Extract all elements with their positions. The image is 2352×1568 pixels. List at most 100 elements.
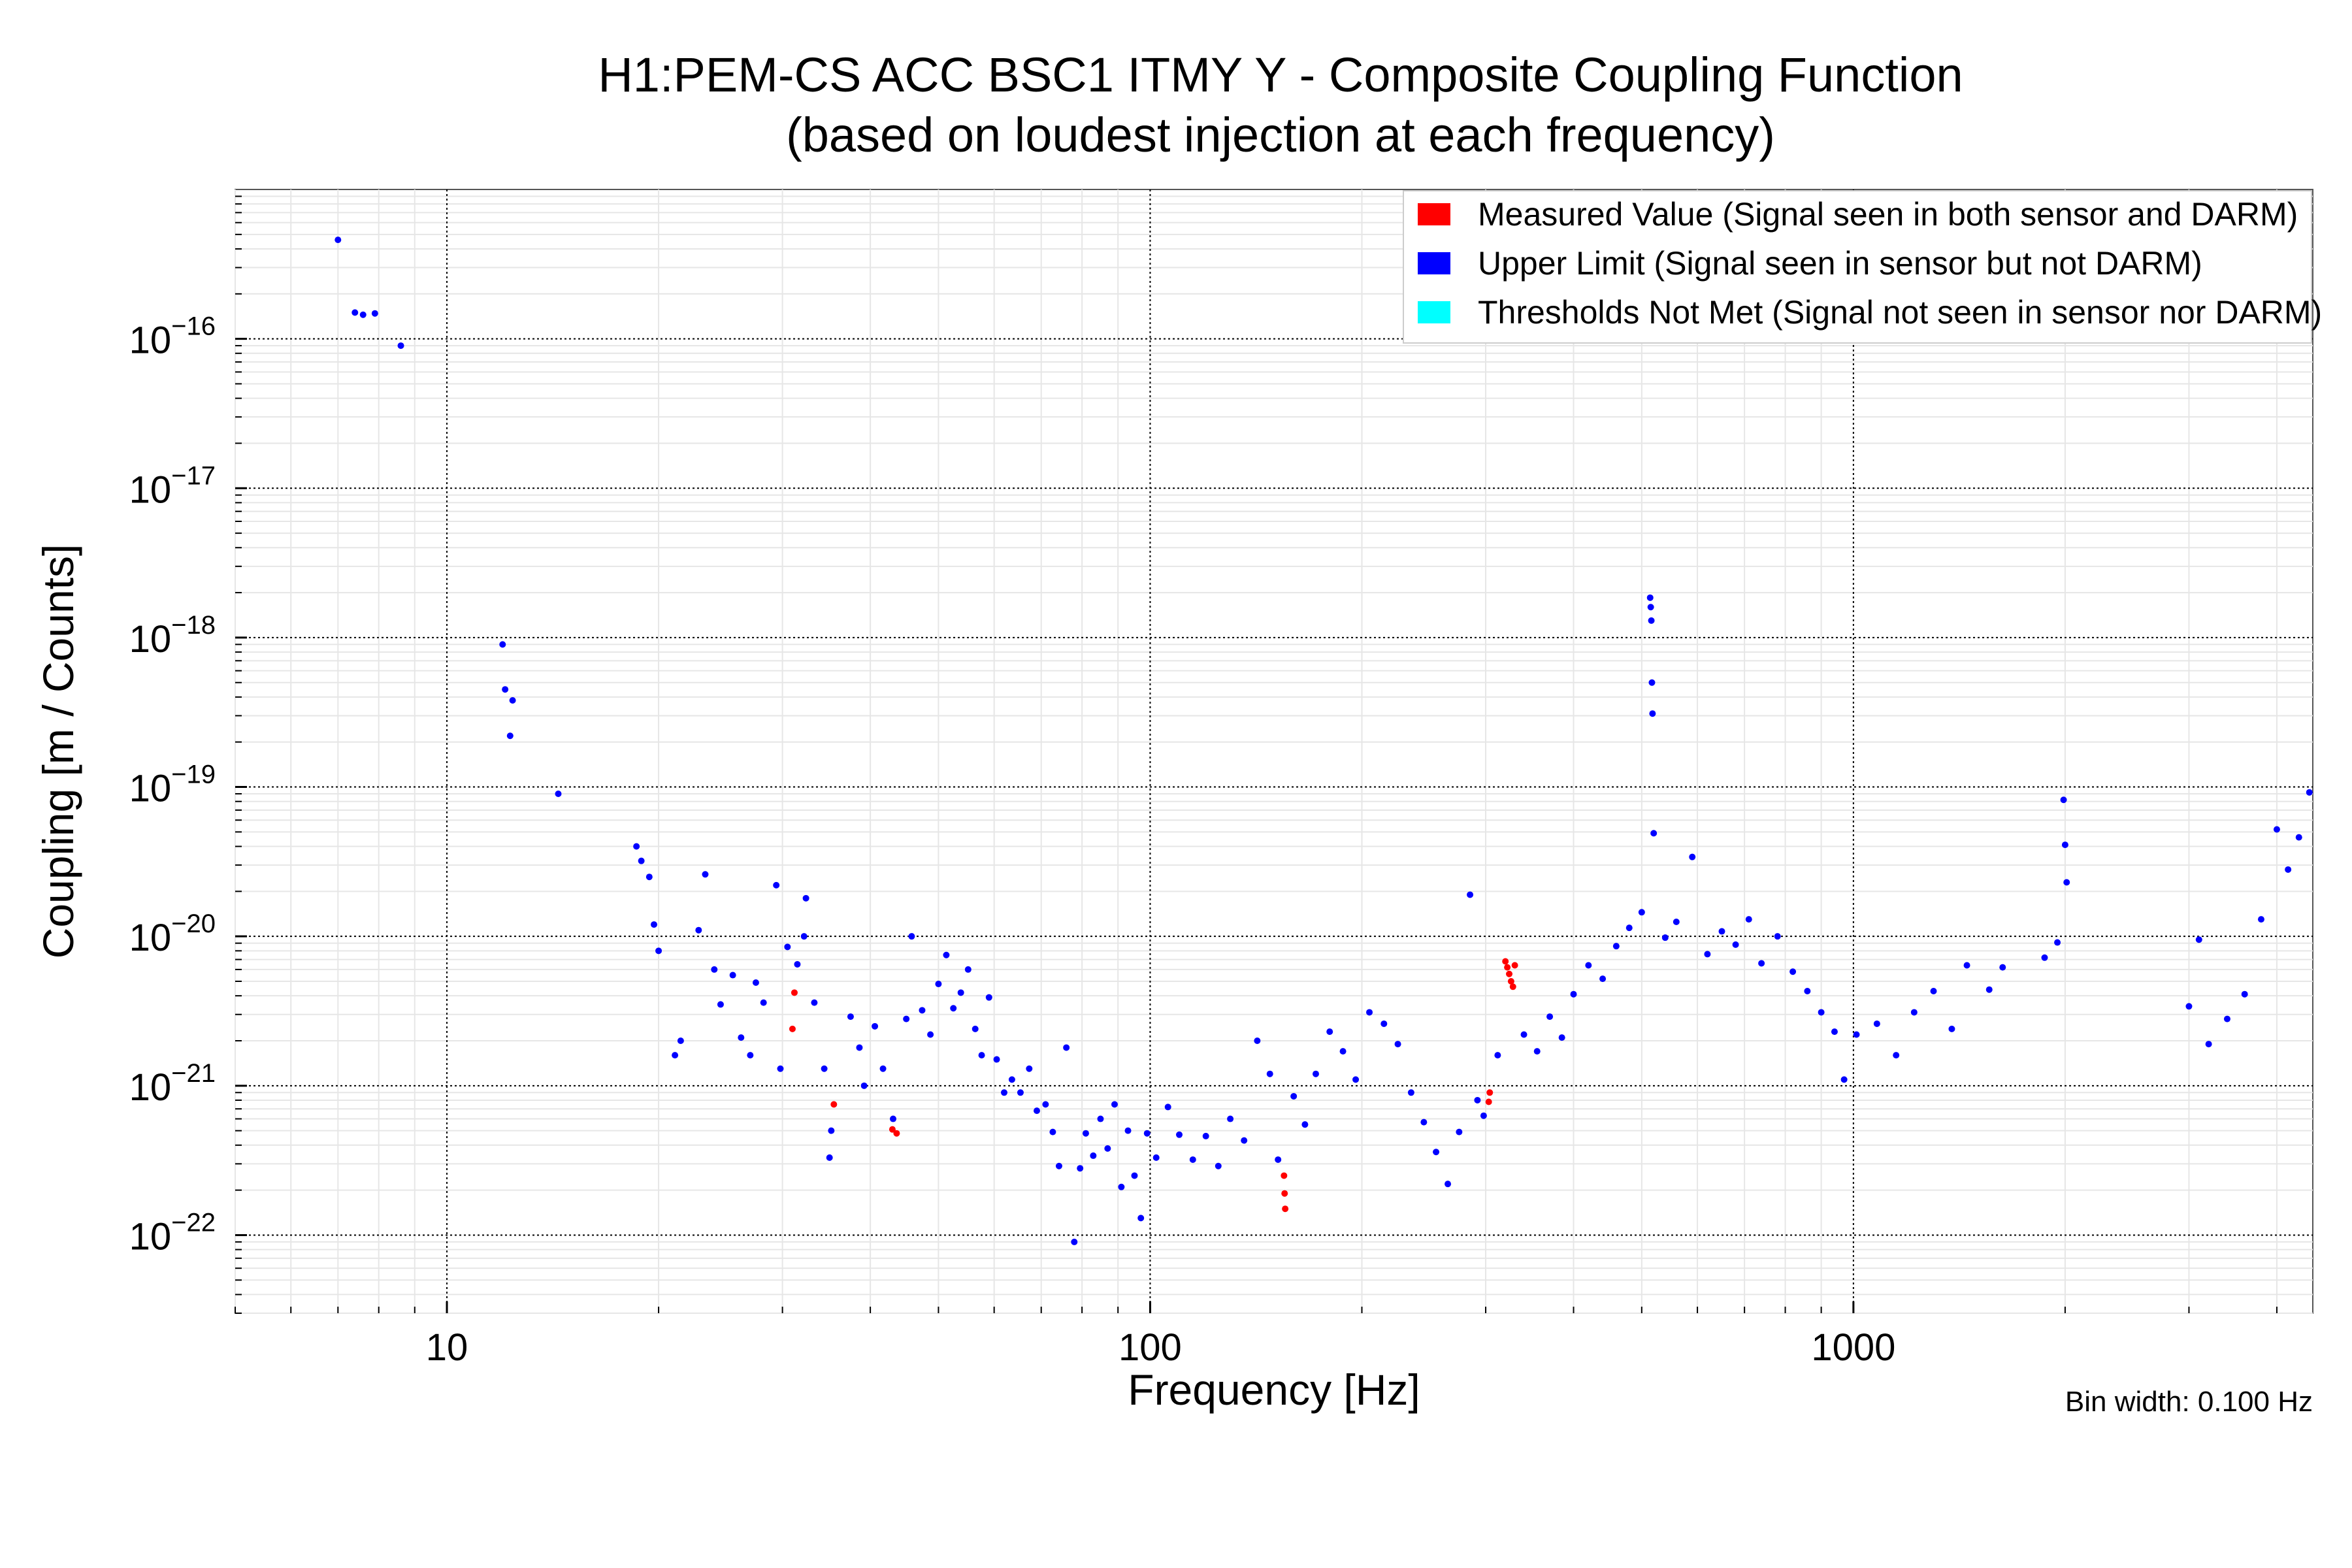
data-point xyxy=(794,960,801,968)
data-point xyxy=(784,943,791,951)
data-point xyxy=(2061,841,2068,849)
data-point xyxy=(645,874,653,881)
data-point xyxy=(889,1126,896,1133)
data-point xyxy=(1648,679,1656,686)
legend-label-thresholds: Thresholds Not Met (Signal not seen in s… xyxy=(1478,294,2322,331)
data-point xyxy=(1137,1215,1145,1222)
data-point xyxy=(2063,879,2070,886)
data-point xyxy=(1227,1115,1234,1122)
data-point xyxy=(1507,978,1514,985)
data-point xyxy=(509,696,516,704)
data-point xyxy=(655,947,662,955)
data-point xyxy=(1910,1009,1918,1016)
data-point xyxy=(1533,1048,1541,1055)
data-point xyxy=(1241,1137,1248,1144)
data-point xyxy=(872,1022,879,1030)
data-point xyxy=(1718,928,1725,935)
data-point xyxy=(2205,1041,2212,1048)
data-point xyxy=(1638,909,1645,916)
data-point xyxy=(773,881,780,889)
x-tick-label: 10 xyxy=(426,1326,468,1369)
data-point xyxy=(2195,936,2202,943)
data-point xyxy=(1097,1115,1104,1122)
data-point xyxy=(1893,1052,1900,1059)
data-point xyxy=(847,1013,854,1021)
chart-subtitle: (based on loudest injection at each freq… xyxy=(786,108,1775,162)
data-point xyxy=(1131,1172,1138,1179)
data-point xyxy=(1985,986,1993,993)
data-point xyxy=(1312,1070,1319,1077)
data-point xyxy=(1152,1154,1160,1161)
data-point xyxy=(1689,853,1696,860)
y-tick-label: 10−17 xyxy=(129,461,216,511)
data-point xyxy=(978,1052,985,1059)
data-point xyxy=(1366,1009,1373,1016)
series-1 xyxy=(335,237,2313,1245)
data-point xyxy=(1071,1238,1078,1245)
data-point xyxy=(752,979,759,987)
y-tick-label: 10−20 xyxy=(129,909,216,959)
data-point xyxy=(1077,1165,1084,1172)
data-point xyxy=(1143,1130,1151,1137)
data-point xyxy=(502,686,509,693)
data-point xyxy=(717,1001,724,1008)
data-point xyxy=(2054,939,2061,946)
data-point xyxy=(651,921,658,928)
x-axis-label: Frequency [Hz] xyxy=(1128,1365,1420,1414)
data-point xyxy=(1456,1128,1463,1135)
data-point xyxy=(811,999,818,1006)
data-point xyxy=(802,894,809,902)
data-point xyxy=(826,1154,833,1161)
data-point xyxy=(359,311,367,318)
data-point xyxy=(1704,951,1711,958)
data-point xyxy=(1090,1152,1097,1159)
data-point xyxy=(1407,1089,1414,1096)
legend-label-upper-limit: Upper Limit (Signal seen in sensor but n… xyxy=(1478,245,2202,282)
x-tick-labels: 10 100 1000 xyxy=(426,1326,1896,1369)
legend-swatch-thresholds xyxy=(1418,301,1450,323)
plot-area xyxy=(235,189,2313,1314)
data-point xyxy=(856,1044,863,1051)
data-point xyxy=(2306,789,2313,796)
data-point xyxy=(1612,943,1620,950)
data-point xyxy=(1504,964,1511,971)
data-point xyxy=(1732,941,1739,948)
data-point xyxy=(1930,987,1937,994)
data-point xyxy=(506,732,514,740)
data-point xyxy=(397,342,404,350)
data-point xyxy=(711,966,718,973)
data-point xyxy=(1275,1156,1282,1163)
data-point xyxy=(1625,924,1633,932)
data-point xyxy=(893,1130,900,1137)
data-point xyxy=(1963,962,1970,969)
data-point xyxy=(1111,1101,1118,1108)
series-0 xyxy=(789,958,1518,1213)
data-point xyxy=(2241,990,2248,998)
data-point xyxy=(908,933,915,940)
data-point xyxy=(1745,916,1752,923)
data-point xyxy=(1599,975,1607,983)
data-point xyxy=(1673,919,1680,926)
data-point xyxy=(695,926,702,934)
data-point xyxy=(729,972,736,979)
data-point xyxy=(1948,1025,1955,1032)
data-point xyxy=(1853,1031,1860,1038)
data-point xyxy=(1520,1031,1527,1038)
data-point xyxy=(1176,1131,1183,1138)
legend-label-measured: Measured Value (Signal seen in both sens… xyxy=(1478,196,2298,233)
data-point xyxy=(1758,960,1765,967)
data-point xyxy=(335,237,342,244)
data-point xyxy=(957,989,964,996)
x-tick-label: 1000 xyxy=(1811,1326,1895,1369)
data-point xyxy=(1474,1096,1481,1103)
data-point xyxy=(1104,1145,1111,1152)
data-point xyxy=(760,999,767,1006)
legend-box xyxy=(1403,190,2312,344)
data-point xyxy=(1301,1121,1309,1128)
data-point xyxy=(1818,1009,1825,1016)
data-point xyxy=(1215,1162,1222,1169)
data-point xyxy=(1282,1205,1289,1213)
data-point xyxy=(1485,1098,1492,1105)
data-point xyxy=(1999,964,2006,971)
data-point xyxy=(1873,1020,1880,1027)
